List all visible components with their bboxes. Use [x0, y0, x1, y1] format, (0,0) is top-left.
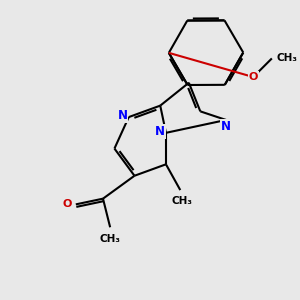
Text: O: O [249, 72, 258, 82]
Text: CH₃: CH₃ [100, 234, 121, 244]
Text: N: N [221, 120, 231, 133]
Text: CH₃: CH₃ [276, 53, 297, 63]
Text: N: N [118, 109, 128, 122]
Text: N: N [155, 125, 165, 138]
Text: O: O [63, 200, 72, 209]
Text: CH₃: CH₃ [171, 196, 192, 206]
